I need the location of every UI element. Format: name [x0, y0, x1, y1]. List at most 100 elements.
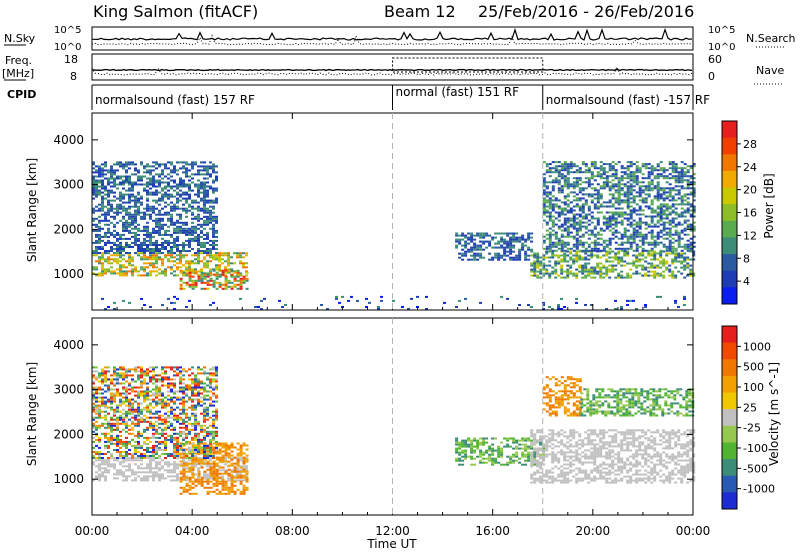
- echo-cell: [203, 191, 206, 194]
- echo-cell: [608, 211, 612, 214]
- echo-cell: [563, 169, 567, 172]
- echo-cell: [674, 256, 678, 259]
- echo-cell: [230, 457, 233, 460]
- echo-cell: [188, 262, 191, 265]
- echo-cell: [629, 213, 633, 216]
- echo-cell: [92, 380, 95, 383]
- echo-cell: [236, 469, 239, 472]
- echo-cell: [614, 241, 618, 244]
- echo-cell: [650, 171, 654, 174]
- echo-cell: [167, 394, 170, 397]
- echo-cell: [563, 207, 567, 210]
- echo-cell: [206, 473, 209, 476]
- echo-cell: [116, 428, 119, 431]
- echo-cell: [689, 205, 693, 208]
- echo-cell: [158, 442, 161, 445]
- echo-cell: [95, 169, 98, 172]
- echo-cell: [503, 252, 507, 255]
- echo-cell: [524, 238, 528, 241]
- echo-cell: [188, 227, 191, 230]
- echo-cell: [572, 260, 576, 263]
- echo-cell: [557, 207, 561, 210]
- echo-cell: [668, 233, 672, 236]
- echo-cell: [179, 161, 182, 164]
- echo-cell: [167, 217, 170, 220]
- echo-cell: [692, 205, 696, 208]
- echo-cell: [170, 213, 173, 216]
- echo-cell: [140, 256, 143, 259]
- echo-cell: [656, 191, 660, 194]
- echo-cell: [158, 461, 161, 464]
- echo-cell: [164, 426, 167, 429]
- echo-cell: [509, 250, 513, 253]
- echo-cell: [122, 459, 125, 462]
- echo-cell: [185, 191, 188, 194]
- echo-cell: [596, 272, 600, 275]
- echo-cell: [116, 187, 119, 190]
- echo-cell: [95, 475, 98, 478]
- echo-cell: [242, 460, 246, 463]
- echo-cell: [134, 201, 137, 204]
- echo-cell: [116, 471, 119, 474]
- echo-cell: [566, 227, 570, 230]
- echo-cell: [611, 165, 615, 168]
- echo-cell: [641, 165, 645, 168]
- echo-cell: [122, 193, 125, 196]
- echo-cell: [677, 254, 681, 257]
- echo-cell: [584, 266, 588, 269]
- echo-cell: [92, 171, 95, 174]
- echo-cell: [140, 416, 143, 419]
- echo-cell: [590, 247, 594, 250]
- echo-cell: [221, 460, 225, 463]
- echo-cell: [215, 201, 218, 204]
- echo-cell: [95, 444, 98, 447]
- echo-cell: [125, 416, 128, 419]
- echo-cell: [536, 260, 540, 263]
- echo-cell: [551, 223, 555, 226]
- echo-cell: [128, 410, 131, 413]
- echo-cell: [122, 217, 125, 220]
- echo-cell: [149, 457, 152, 460]
- echo-cell: [203, 473, 206, 476]
- echo-cell: [608, 201, 612, 204]
- echo-cell: [608, 276, 612, 279]
- echo-cell: [155, 250, 158, 252]
- echo-cell: [107, 201, 110, 204]
- echo-cell: [185, 467, 188, 470]
- echo-cell: [191, 271, 195, 274]
- echo-cell: [182, 271, 186, 274]
- echo-cell: [671, 189, 675, 192]
- echo-cell: [230, 470, 234, 473]
- echo-cell: [605, 308, 608, 310]
- echo-cell: [689, 215, 693, 218]
- echo-cell: [110, 203, 113, 206]
- echo-cell: [224, 285, 228, 288]
- echo-cell: [170, 169, 173, 172]
- echo-cell: [200, 165, 203, 168]
- echo-cell: [128, 221, 131, 224]
- echo-cell: [557, 181, 561, 184]
- echo-cell: [638, 223, 642, 226]
- echo-cell: [566, 229, 570, 232]
- echo-cell: [545, 195, 549, 198]
- echo-cell: [557, 199, 561, 202]
- echo-cell: [635, 167, 639, 170]
- echo-cell: [686, 211, 690, 214]
- echo-cell: [518, 248, 522, 251]
- echo-cell: [110, 408, 113, 411]
- echo-cell: [602, 266, 606, 269]
- echo-cell: [137, 179, 140, 182]
- echo-cell: [179, 480, 183, 483]
- echo-cell: [683, 276, 687, 279]
- echo-cell: [245, 271, 249, 274]
- echo-cell: [638, 181, 642, 184]
- echo-cell: [626, 272, 630, 275]
- echo-cell: [218, 472, 222, 475]
- echo-cell: [98, 258, 101, 261]
- echo-cell: [614, 163, 618, 166]
- echo-cell: [131, 221, 134, 224]
- echo-cell: [239, 452, 243, 455]
- echo-cell: [101, 185, 104, 188]
- echo-cell: [221, 262, 224, 265]
- echo-cell: [128, 400, 131, 403]
